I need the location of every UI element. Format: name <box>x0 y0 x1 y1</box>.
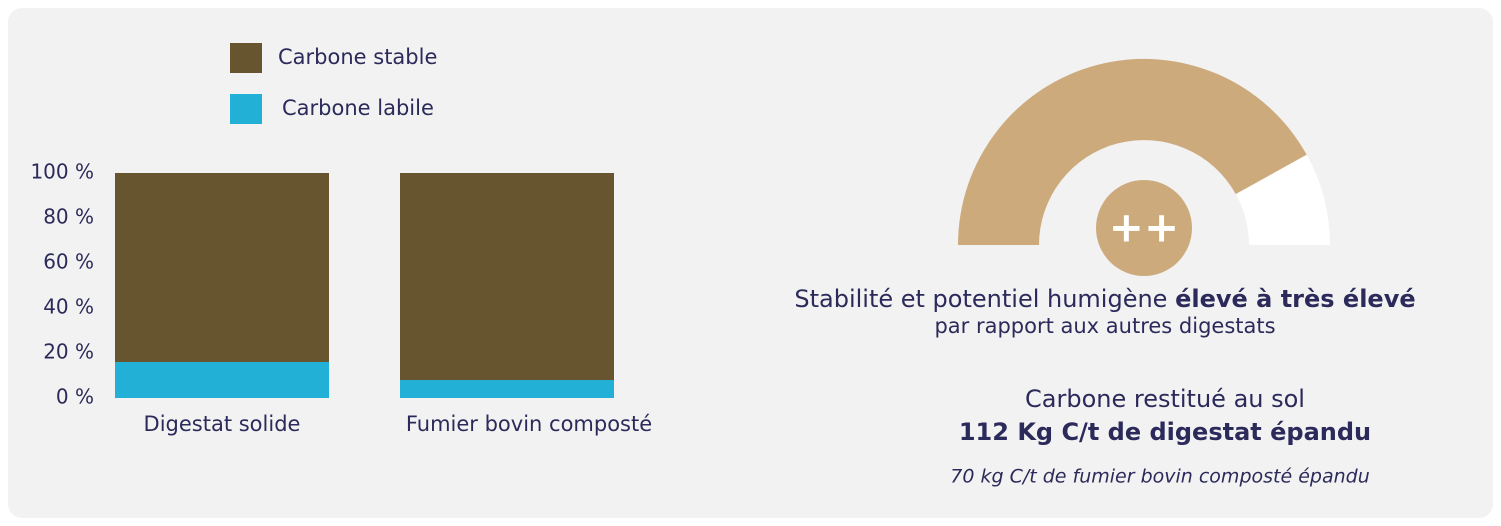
bar-segment <box>400 173 614 380</box>
y-tick-label: 100 % <box>30 160 94 184</box>
x-tick-label: Digestat solide <box>144 412 301 436</box>
stability-level: élevé à très élevé <box>1175 285 1416 313</box>
stability: Stabilité et potentiel humigène élevé à … <box>794 285 1415 313</box>
legend-label: Carbone stable <box>278 45 437 69</box>
y-tick-label: 80 % <box>43 205 94 229</box>
gauge-rest <box>1235 154 1331 245</box>
carbon-value: 112 Kg C/t de digestat épandu <box>959 418 1371 446</box>
gauge-badge <box>1096 180 1192 276</box>
y-tick-label: 20 % <box>43 340 94 364</box>
bar-segment <box>115 362 329 398</box>
y-tick-label: 40 % <box>43 295 94 319</box>
legend-swatch <box>230 43 262 73</box>
stability-note: par rapport aux autres digestats <box>934 314 1275 338</box>
legend-swatch <box>230 94 262 124</box>
y-tick-label: 0 % <box>56 385 94 409</box>
bar-segment <box>400 380 614 398</box>
carbon-title: Carbone restitué au sol <box>1025 385 1305 413</box>
gauge-fill <box>958 58 1307 245</box>
x-tick-label: Fumier bovin composté <box>406 412 652 436</box>
carbon-compare: 70 kg C/t de fumier bovin composté épand… <box>950 466 1370 488</box>
y-tick-label: 60 % <box>43 250 94 274</box>
legend-label: Carbone labile <box>282 96 434 120</box>
bar-segment <box>115 173 329 362</box>
gauge-label: ++ <box>1109 203 1179 252</box>
stability-prefix: Stabilité et potentiel humigène <box>794 285 1175 313</box>
